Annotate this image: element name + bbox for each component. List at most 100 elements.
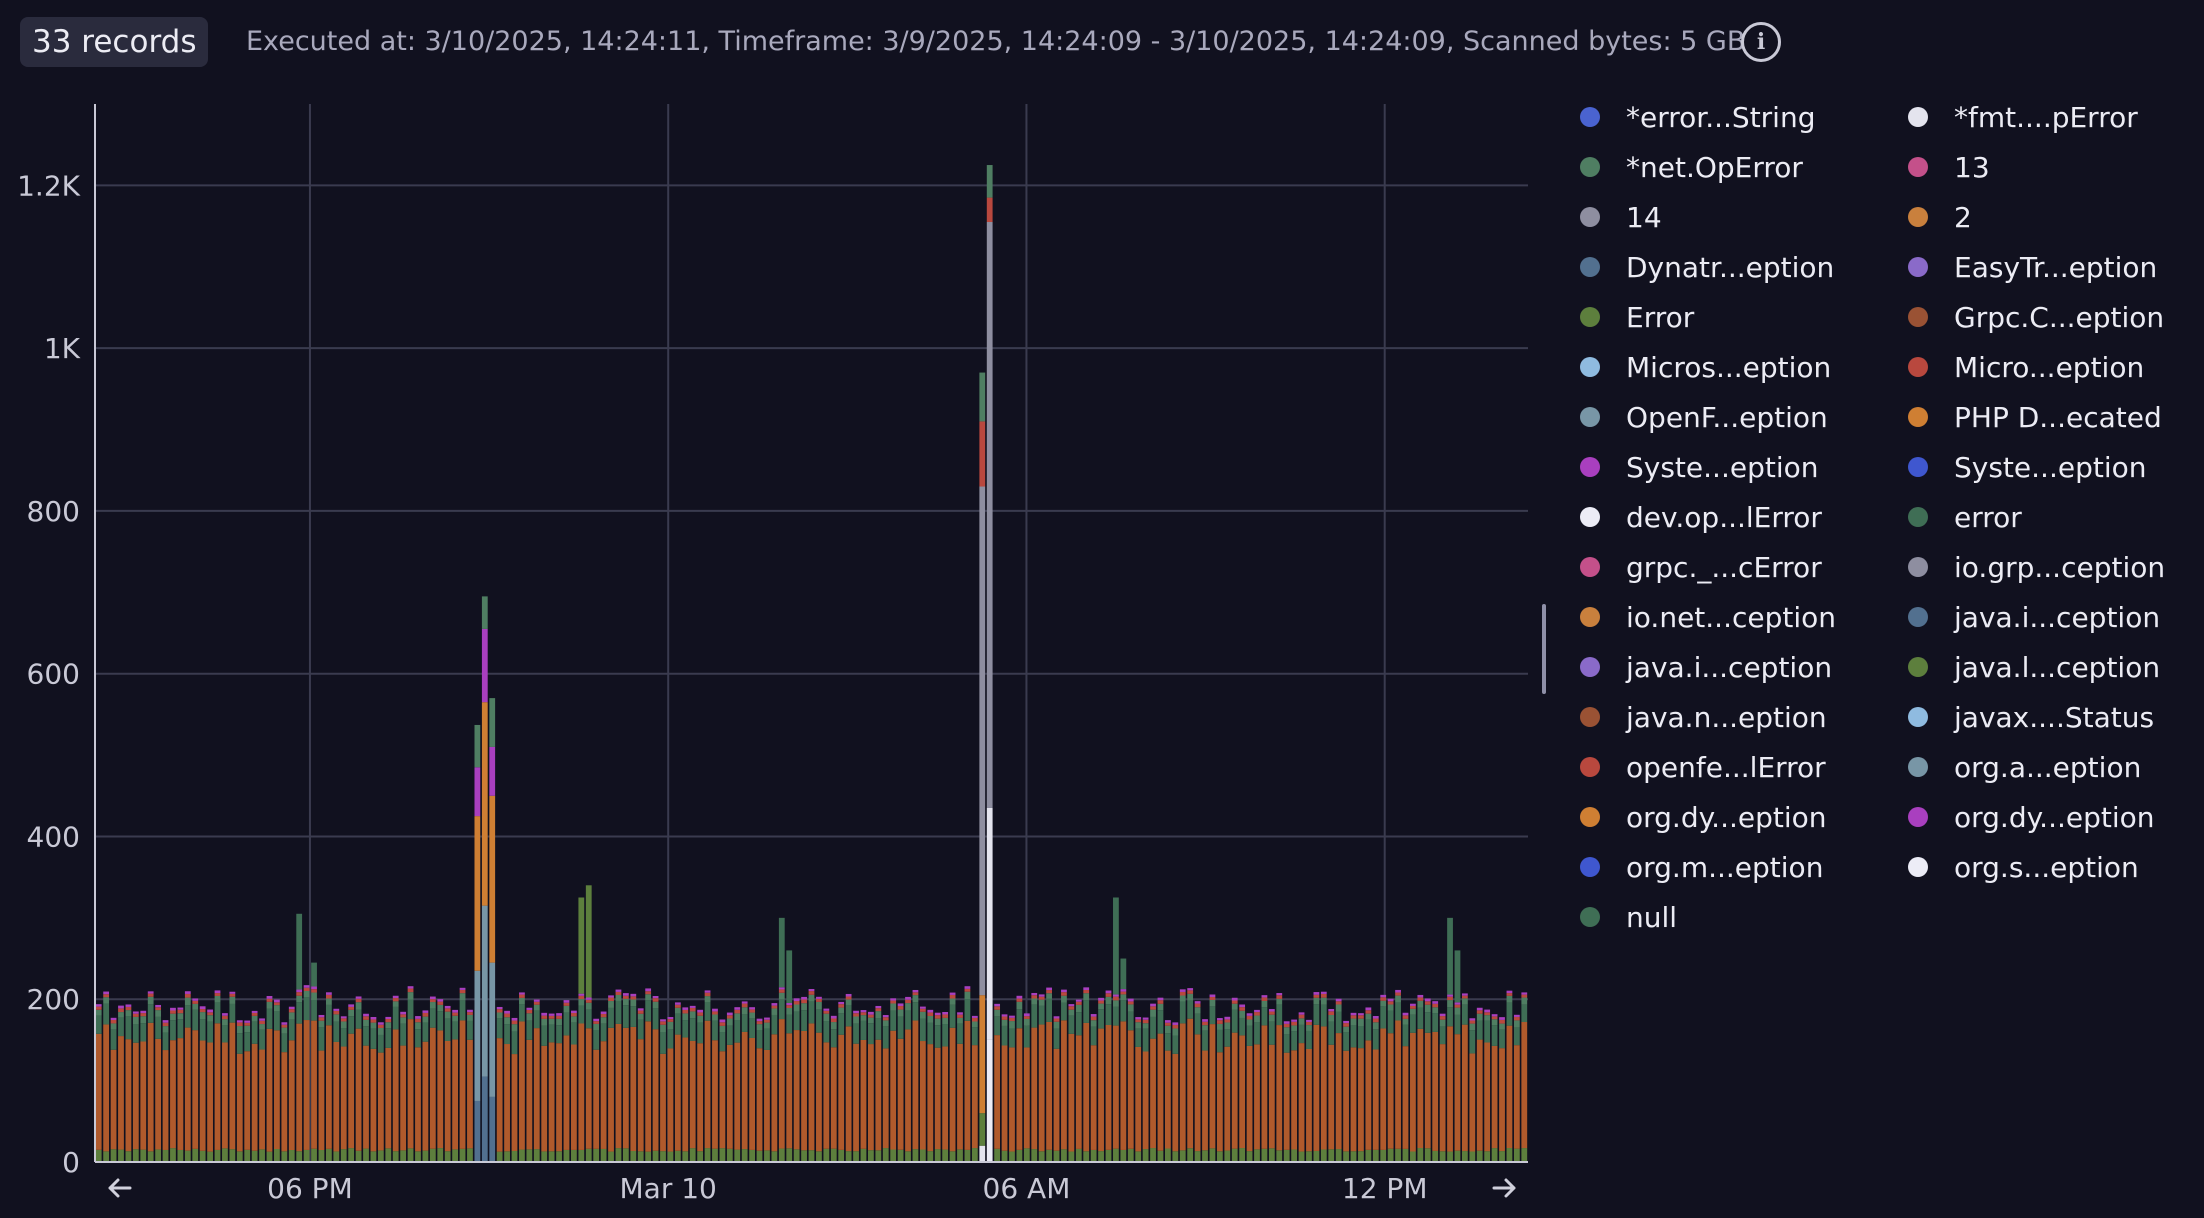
bar-segment bbox=[853, 1151, 859, 1162]
bar bbox=[415, 1016, 421, 1162]
bar-segment bbox=[1239, 1007, 1246, 1011]
info-icon[interactable]: i bbox=[1741, 22, 1781, 62]
legend-item[interactable]: null bbox=[1580, 892, 1677, 942]
bar bbox=[1254, 1009, 1260, 1162]
bar-segment bbox=[415, 1022, 421, 1030]
bar-segment bbox=[496, 1012, 503, 1019]
legend-scrollbar[interactable] bbox=[1542, 604, 1546, 694]
bar-segment bbox=[222, 1042, 228, 1149]
bar-segment bbox=[1335, 1004, 1342, 1012]
bar-segment bbox=[266, 1001, 273, 1009]
legend-item[interactable]: org.dy...eption bbox=[1908, 792, 2155, 842]
legend-label: error bbox=[1954, 500, 2022, 534]
legend-item[interactable]: Syste...eption bbox=[1908, 442, 2146, 492]
bar-segment bbox=[251, 1150, 258, 1162]
bar-segment bbox=[1090, 1016, 1097, 1021]
bar-segment bbox=[630, 1151, 637, 1162]
bar-segment bbox=[1157, 1000, 1164, 1004]
legend-item[interactable]: 14 bbox=[1580, 192, 1662, 242]
bar-segment bbox=[281, 1033, 288, 1053]
bar bbox=[1023, 1013, 1030, 1162]
legend-item[interactable]: openfe...lError bbox=[1580, 742, 1826, 792]
bar-segment bbox=[222, 1148, 228, 1162]
legend-item[interactable]: org.s...eption bbox=[1908, 842, 2139, 892]
bar-segment bbox=[957, 1014, 963, 1018]
legend-item[interactable]: io.grp...ception bbox=[1908, 542, 2165, 592]
bar-segment bbox=[288, 1006, 295, 1010]
bar-segment bbox=[110, 1149, 117, 1162]
bar-segment bbox=[971, 1021, 978, 1028]
bar-segment bbox=[1454, 1004, 1461, 1008]
legend-item[interactable]: 13 bbox=[1908, 142, 1990, 192]
bar bbox=[1009, 1015, 1015, 1162]
legend-item[interactable]: EasyTr...eption bbox=[1908, 242, 2157, 292]
legend-item[interactable]: Dynatr...eption bbox=[1580, 242, 1834, 292]
bar-segment bbox=[259, 1018, 265, 1021]
bar-segment bbox=[778, 1019, 785, 1149]
legend-item[interactable]: io.net...ception bbox=[1580, 592, 1836, 642]
legend-item[interactable]: org.dy...eption bbox=[1580, 792, 1827, 842]
legend-item[interactable]: java.i...ception bbox=[1908, 592, 2160, 642]
legend-item[interactable]: java.n...eption bbox=[1580, 692, 1827, 742]
legend-item[interactable]: Micro...eption bbox=[1908, 342, 2144, 392]
bar-segment bbox=[1365, 1019, 1372, 1041]
bar bbox=[481, 596, 488, 1162]
legend-item[interactable]: 2 bbox=[1908, 192, 1972, 242]
bar bbox=[1179, 989, 1186, 1162]
legend-item[interactable]: Grpc.C...eption bbox=[1908, 292, 2164, 342]
legend-item[interactable]: org.a...eption bbox=[1908, 742, 2141, 792]
legend-item[interactable]: *error...String bbox=[1580, 92, 1815, 142]
legend-item[interactable]: Syste...eption bbox=[1580, 442, 1818, 492]
legend-item[interactable]: *fmt....pError bbox=[1908, 92, 2138, 142]
bar-segment bbox=[868, 1023, 874, 1045]
bar bbox=[556, 1013, 562, 1162]
bar-segment bbox=[1016, 1001, 1023, 1010]
legend-item[interactable]: dev.op...lError bbox=[1580, 492, 1822, 542]
bar-segment bbox=[140, 1023, 147, 1042]
legend-item[interactable]: OpenF...eption bbox=[1580, 392, 1828, 442]
bar-segment bbox=[771, 1151, 778, 1162]
bar-segment bbox=[1231, 997, 1238, 1001]
bar-segment bbox=[192, 1003, 199, 1010]
bar-segment bbox=[1476, 1010, 1483, 1014]
bar-segment bbox=[1254, 1022, 1260, 1045]
arrow-left-icon[interactable] bbox=[100, 1164, 140, 1204]
bar-segment bbox=[697, 1043, 704, 1152]
legend-item[interactable]: org.m...eption bbox=[1580, 842, 1823, 892]
bar-segment bbox=[385, 1019, 392, 1023]
bar-segment bbox=[1306, 1025, 1312, 1031]
legend-item[interactable]: Micros...eption bbox=[1580, 342, 1831, 392]
legend-swatch bbox=[1580, 257, 1600, 277]
bar-segment bbox=[986, 1039, 993, 1162]
bar-segment bbox=[704, 1148, 711, 1162]
bar-segment bbox=[429, 1148, 436, 1162]
bar-segment bbox=[1484, 1151, 1491, 1162]
bar bbox=[1380, 994, 1387, 1162]
bar-segment bbox=[726, 1148, 733, 1162]
bar-segment bbox=[1090, 1014, 1097, 1017]
bar bbox=[392, 995, 399, 1162]
bar-segment bbox=[1387, 1001, 1394, 1005]
legend-item[interactable]: Error bbox=[1580, 292, 1694, 342]
bar-segment bbox=[251, 1010, 258, 1013]
legend-item[interactable]: error bbox=[1908, 492, 2022, 542]
legend-item[interactable]: javax....Status bbox=[1908, 692, 2154, 742]
legend-item[interactable]: grpc._...cError bbox=[1580, 542, 1822, 592]
legend-item[interactable]: *net.OpError bbox=[1580, 142, 1803, 192]
bar-segment bbox=[615, 1148, 622, 1162]
bar-segment bbox=[1372, 1049, 1379, 1150]
arrow-right-icon[interactable] bbox=[1484, 1164, 1524, 1204]
bar-segment bbox=[370, 1028, 377, 1049]
bar-segment bbox=[1328, 1021, 1335, 1045]
bar-segment bbox=[1521, 997, 1528, 1005]
bar-segment bbox=[1350, 1015, 1357, 1019]
legend-item[interactable]: java.l...ception bbox=[1908, 642, 2160, 692]
legend-label: Grpc.C...eption bbox=[1954, 300, 2165, 334]
bar bbox=[363, 1013, 369, 1162]
bar bbox=[1239, 1004, 1246, 1162]
bar bbox=[971, 1015, 978, 1162]
bar-segment bbox=[838, 1007, 845, 1014]
legend-item[interactable]: java.i...ception bbox=[1580, 642, 1832, 692]
bar-segment bbox=[1046, 987, 1052, 991]
legend-item[interactable]: PHP D...ecated bbox=[1908, 392, 2162, 442]
